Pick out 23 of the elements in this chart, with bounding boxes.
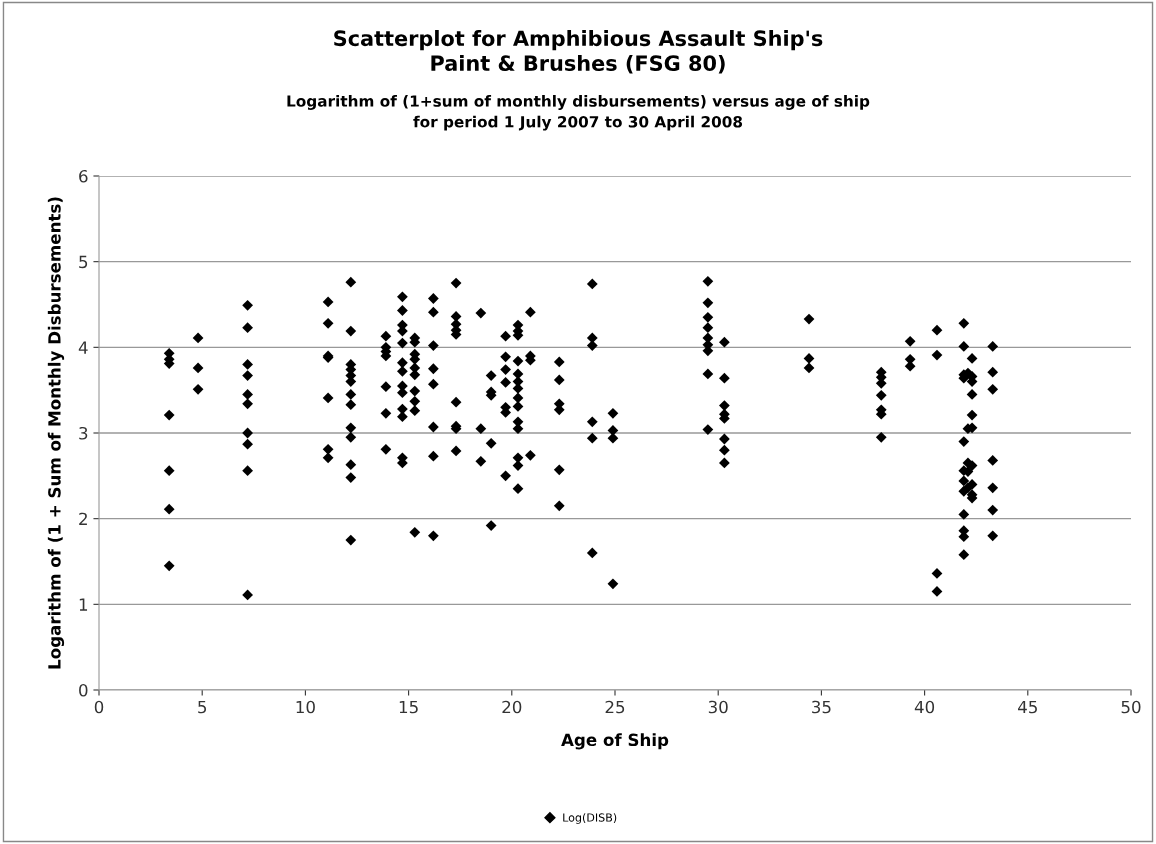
x-tick-label: 0 [94,700,104,714]
x-tick-label: 20 [502,700,522,714]
y-axis-title: Logarithm of (1 + Sum of Monthly Disbursements) [47,197,65,669]
y-tick-label: 6 [79,169,88,183]
x-tick-label: 40 [914,700,935,714]
y-tick-label: 3 [79,426,88,440]
chart-subtitle: Logarithm of (1+sum of monthly disbursements) versus age of ship for period 1 July 2007 to 30 April 2008 [287,95,870,131]
x-tick-label: 15 [399,700,418,714]
x-tick-label: 10 [296,700,315,714]
legend-label: Log(DISB) [563,813,617,824]
y-tick-label: 2 [79,512,87,525]
y-tick-label: 0 [79,683,88,697]
x-tick-label: 25 [605,700,625,714]
x-tick-label: 5 [198,700,207,714]
y-tick-label: 1 [79,598,88,611]
x-tick-label: 45 [1018,700,1037,714]
x-tick-label: 35 [812,700,831,714]
y-tick-label: 5 [79,255,88,269]
x-axis-title: Age of Ship [561,733,669,750]
chart-title: Scatterplot for Amphibious Assault Ship's Paint & Brushes (FSG 80) [334,30,823,74]
x-tick-label: 30 [708,700,728,714]
y-tick-label: 4 [78,341,88,354]
x-tick-label: 50 [1121,700,1141,714]
